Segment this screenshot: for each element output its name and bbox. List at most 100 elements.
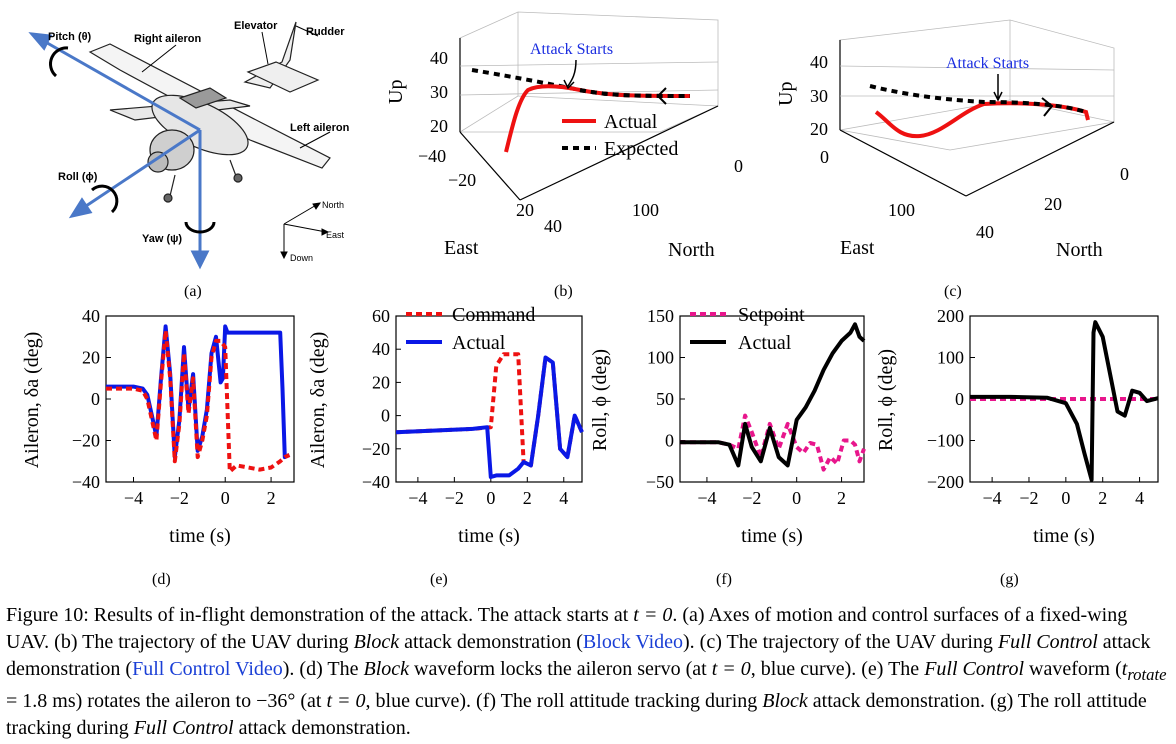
c-east-tick-100: 100 (888, 200, 915, 220)
c-zlabel-up: Up (775, 82, 797, 106)
roll-axis-arrow (68, 128, 201, 219)
caption-trotate-sub: rotate (1127, 665, 1167, 684)
e-plot-frame (395, 315, 583, 483)
d-plot-frame (105, 315, 295, 483)
caption-part5: ). (d) The (282, 658, 364, 680)
caption-t0: t = 0 (633, 604, 673, 626)
g-xtick-label: 4 (1135, 488, 1144, 508)
f-xtick-label: −4 (697, 488, 716, 508)
g-ytick-label: 100 (937, 348, 964, 368)
e-ylabel: Aileron, δa (deg) (307, 332, 329, 469)
c-ztick-40: 40 (810, 52, 828, 72)
caption-block2: Block (363, 658, 410, 680)
panel-f-roll-block: Roll, ϕ (deg) time (s) (f) Setpoint Actu… (589, 304, 866, 588)
yaw-axis-arrow (190, 130, 210, 270)
d-xtick-label: 2 (267, 488, 276, 508)
figure-caption: Figure 10: Results of in-flight demonstr… (6, 602, 1170, 742)
g-series-solid-black-line (970, 320, 1159, 482)
caption-part11: attack demonstration. (g) The roll attit… (6, 690, 1147, 739)
e-xtick-label: −2 (445, 488, 464, 508)
caption-t0c: t = 0 (326, 690, 366, 712)
f-ytick-label: 50 (656, 389, 674, 409)
d-xlabel: time (s) (169, 525, 231, 547)
b-north-tick-0: 0 (734, 156, 743, 176)
yaw-rotation-icon (184, 221, 216, 234)
panel-d-aileron-block: Aileron, δa (deg) time (s) (d) 40200−20−… (21, 306, 295, 588)
b-east-tick-40: 40 (544, 216, 562, 236)
f-xtick-label: 0 (792, 488, 801, 508)
panel-c-label: (c) (944, 283, 962, 300)
panel-a-label: (a) (184, 283, 202, 300)
panel-e-aileron-full-control: Aileron, δa (deg) time (s) (e) Command A… (307, 304, 584, 588)
caption-full3: Full Control (133, 717, 234, 739)
time-series-plots: Aileron, δa (deg) time (s) (d) 40200−20−… (21, 304, 1159, 588)
f-xtick-label: 2 (837, 488, 846, 508)
e-ytick-label: −40 (362, 472, 390, 492)
g-xtick-label: 0 (1061, 488, 1070, 508)
f-ytick-label: 100 (647, 348, 674, 368)
b-xlabel-east: East (444, 237, 479, 259)
b-expected-overlay (579, 88, 691, 98)
b-east-tick-m20: −20 (448, 170, 476, 190)
f-xtick-label: −2 (742, 488, 761, 508)
c-expected-trajectory (869, 84, 1087, 114)
b-legend: Actual Expected (562, 111, 678, 160)
caption-full2: Full Control (924, 658, 1025, 680)
f-series-setpoint-line (680, 413, 866, 472)
caption-part6: waveform locks the aileron servo (at (409, 658, 712, 680)
d-series-dashed-red-line (106, 328, 291, 474)
north-label: North (322, 200, 344, 210)
right-aileron-label: Right aileron (134, 33, 202, 45)
b-direction-arrow-icon (656, 87, 667, 105)
f-ytick-label: 0 (665, 431, 674, 451)
pitch-rotation-icon (49, 46, 69, 78)
caption-block3: Block (762, 690, 808, 712)
panel-a-aircraft-diagram: Pitch (θ) Right aileron Elevator Rudder … (28, 20, 350, 300)
e-legend-actual: Actual (452, 332, 506, 354)
b-ztick-40: 40 (430, 48, 448, 68)
c-north-tick-20: 20 (1044, 194, 1062, 214)
d-ytick-label: −40 (72, 472, 100, 492)
b-ztick-20: 20 (430, 116, 448, 136)
g-xtick-label: −4 (983, 488, 1002, 508)
d-ytick-label: 40 (82, 306, 100, 326)
panel-e-label: (e) (430, 571, 448, 588)
left-aileron-label: Left aileron (290, 122, 350, 134)
b-east-tick-m40: −40 (418, 146, 446, 166)
e-xlabel: time (s) (458, 525, 520, 547)
panel-f-label: (f) (716, 571, 732, 588)
caption-block: Block (353, 631, 400, 653)
caption-part3: ). (c) The trajectory of the UAV during (683, 631, 998, 653)
pitch-label: Pitch (θ) (48, 31, 92, 43)
caption-part8: waveform ( (1024, 658, 1122, 680)
g-ylabel: Roll, ϕ (deg) (875, 349, 897, 451)
panel-g-roll-full-control: Roll, ϕ (deg) time (s) (g) 200 100 0 −100 −2… (875, 306, 1159, 588)
e-xtick-label: 4 (559, 488, 568, 508)
b-east-tick-20: 20 (516, 200, 534, 220)
elevator-label: Elevator (234, 20, 278, 32)
b-attack-starts-annotation: Attack Starts (530, 41, 613, 58)
g-ytick-label: 200 (937, 306, 964, 326)
d-ylabel: Aileron, δa (deg) (21, 332, 43, 469)
f-ylabel: Roll, ϕ (deg) (589, 349, 611, 451)
e-ytick-label: 0 (381, 406, 390, 426)
roll-label: Roll (ϕ) (58, 171, 98, 183)
d-ytick-label: 20 (82, 348, 100, 368)
b-legend-actual: Actual (604, 111, 658, 133)
block-video-link[interactable]: Block Video (582, 631, 684, 653)
panel-b-label: (b) (554, 283, 573, 300)
e-ytick-label: 40 (372, 339, 390, 359)
c-ztick-30: 30 (810, 86, 828, 106)
c-north-tick-0: 0 (1120, 164, 1129, 184)
f-series-actual-line (680, 322, 866, 468)
e-ytick-label: 20 (372, 372, 390, 392)
c-xlabel-east: East (840, 237, 875, 259)
yaw-label: Yaw (ψ) (142, 233, 182, 245)
e-ytick-label: 60 (372, 306, 390, 326)
panel-b-trajectory-3d: 40 30 20 Up −40 −20 20 40 100 0 East Nor… (385, 11, 743, 300)
e-series-actual-line (395, 355, 584, 479)
full-control-video-link[interactable]: Full Control Video (132, 658, 283, 680)
caption-trotate: t (1121, 658, 1128, 680)
down-label: Down (290, 253, 313, 263)
f-legend-setpoint: Setpoint (738, 304, 805, 326)
